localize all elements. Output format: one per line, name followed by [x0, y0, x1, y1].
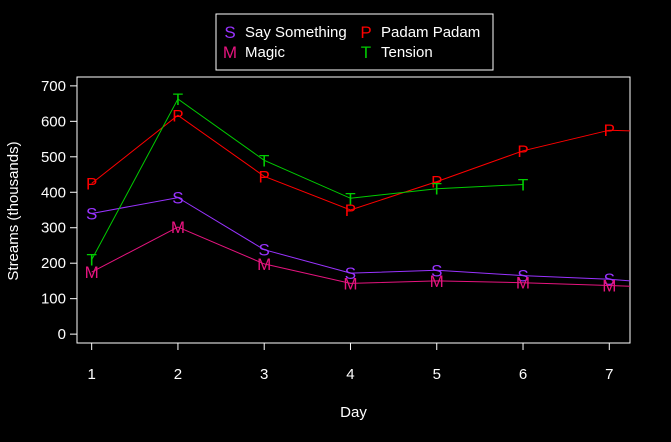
x-tick-label: 4 [346, 366, 354, 383]
legend-label: Magic [245, 44, 286, 61]
legend: S Say Something M Magic P Padam Padam T Tension [215, 13, 494, 71]
legend-symbol: T [361, 43, 371, 62]
series-line [91, 114, 631, 211]
y-tick-label: 500 [41, 149, 66, 166]
legend-item: P Padam Padam [360, 23, 480, 42]
data-point: M [343, 274, 357, 293]
data-point: T [259, 151, 269, 170]
y-tick-label: 600 [41, 113, 66, 130]
legend-symbol: S [224, 23, 235, 42]
series-magic: M M M M M M M [85, 218, 631, 296]
y-tick-label: 400 [41, 184, 66, 201]
legend-label: Padam Padam [381, 24, 480, 41]
data-point: T [518, 175, 528, 194]
legend-item: S Say Something [224, 23, 346, 42]
data-point: S [604, 270, 615, 289]
data-point: T [432, 180, 442, 199]
series-say-something: S S S S S S S [86, 189, 631, 289]
series-line [91, 98, 524, 260]
series-line [91, 197, 631, 282]
y-axis-title: Streams (thousands) [5, 141, 22, 280]
x-tick-label: 1 [87, 366, 95, 383]
series-tension: T T T T T T [86, 90, 528, 270]
legend-label: Say Something [245, 24, 347, 41]
data-point: T [345, 189, 355, 208]
x-axis: 1 2 3 4 5 6 7 [87, 343, 613, 383]
series-padam-padam: P P P P P P P [86, 106, 631, 220]
data-point: P [345, 201, 356, 220]
x-tick-label: 7 [605, 366, 613, 383]
legend-symbol: M [223, 43, 237, 62]
y-axis: 0 100 200 300 400 500 600 700 [41, 78, 77, 343]
data-point: P [431, 173, 442, 192]
data-point: T [173, 90, 183, 109]
y-tick-label: 300 [41, 220, 66, 237]
y-tick-label: 200 [41, 255, 66, 272]
data-point: M [516, 274, 530, 293]
x-tick-label: 5 [433, 366, 441, 383]
data-point: M [85, 263, 99, 282]
legend-label: Tension [381, 44, 433, 61]
data-point: S [172, 189, 183, 208]
x-tick-label: 2 [174, 366, 182, 383]
data-point: S [431, 261, 442, 280]
data-point: M [171, 218, 185, 237]
data-point: S [345, 264, 356, 283]
data-point: T [86, 251, 96, 270]
data-point: S [517, 267, 528, 286]
data-point: S [86, 205, 97, 224]
data-point: M [602, 277, 616, 296]
series-line [91, 226, 631, 287]
y-tick-label: 700 [41, 78, 66, 95]
legend-symbol: P [360, 23, 371, 42]
data-point: P [259, 167, 270, 186]
legend-item: M Magic [223, 43, 286, 62]
legend-item: T Tension [361, 43, 433, 62]
data-point: M [430, 272, 444, 291]
legend-box [215, 13, 494, 71]
data-point: P [172, 106, 183, 125]
x-tick-label: 6 [519, 366, 527, 383]
data-point: P [604, 121, 615, 140]
y-tick-label: 100 [41, 291, 66, 308]
plot-frame [76, 76, 631, 344]
data-point: P [517, 142, 528, 161]
data-point: M [257, 255, 271, 274]
data-point: S [259, 241, 270, 260]
x-axis-title: Day [340, 404, 367, 421]
y-tick-label: 0 [58, 326, 66, 343]
x-tick-label: 3 [260, 366, 268, 383]
data-point: P [86, 174, 97, 193]
